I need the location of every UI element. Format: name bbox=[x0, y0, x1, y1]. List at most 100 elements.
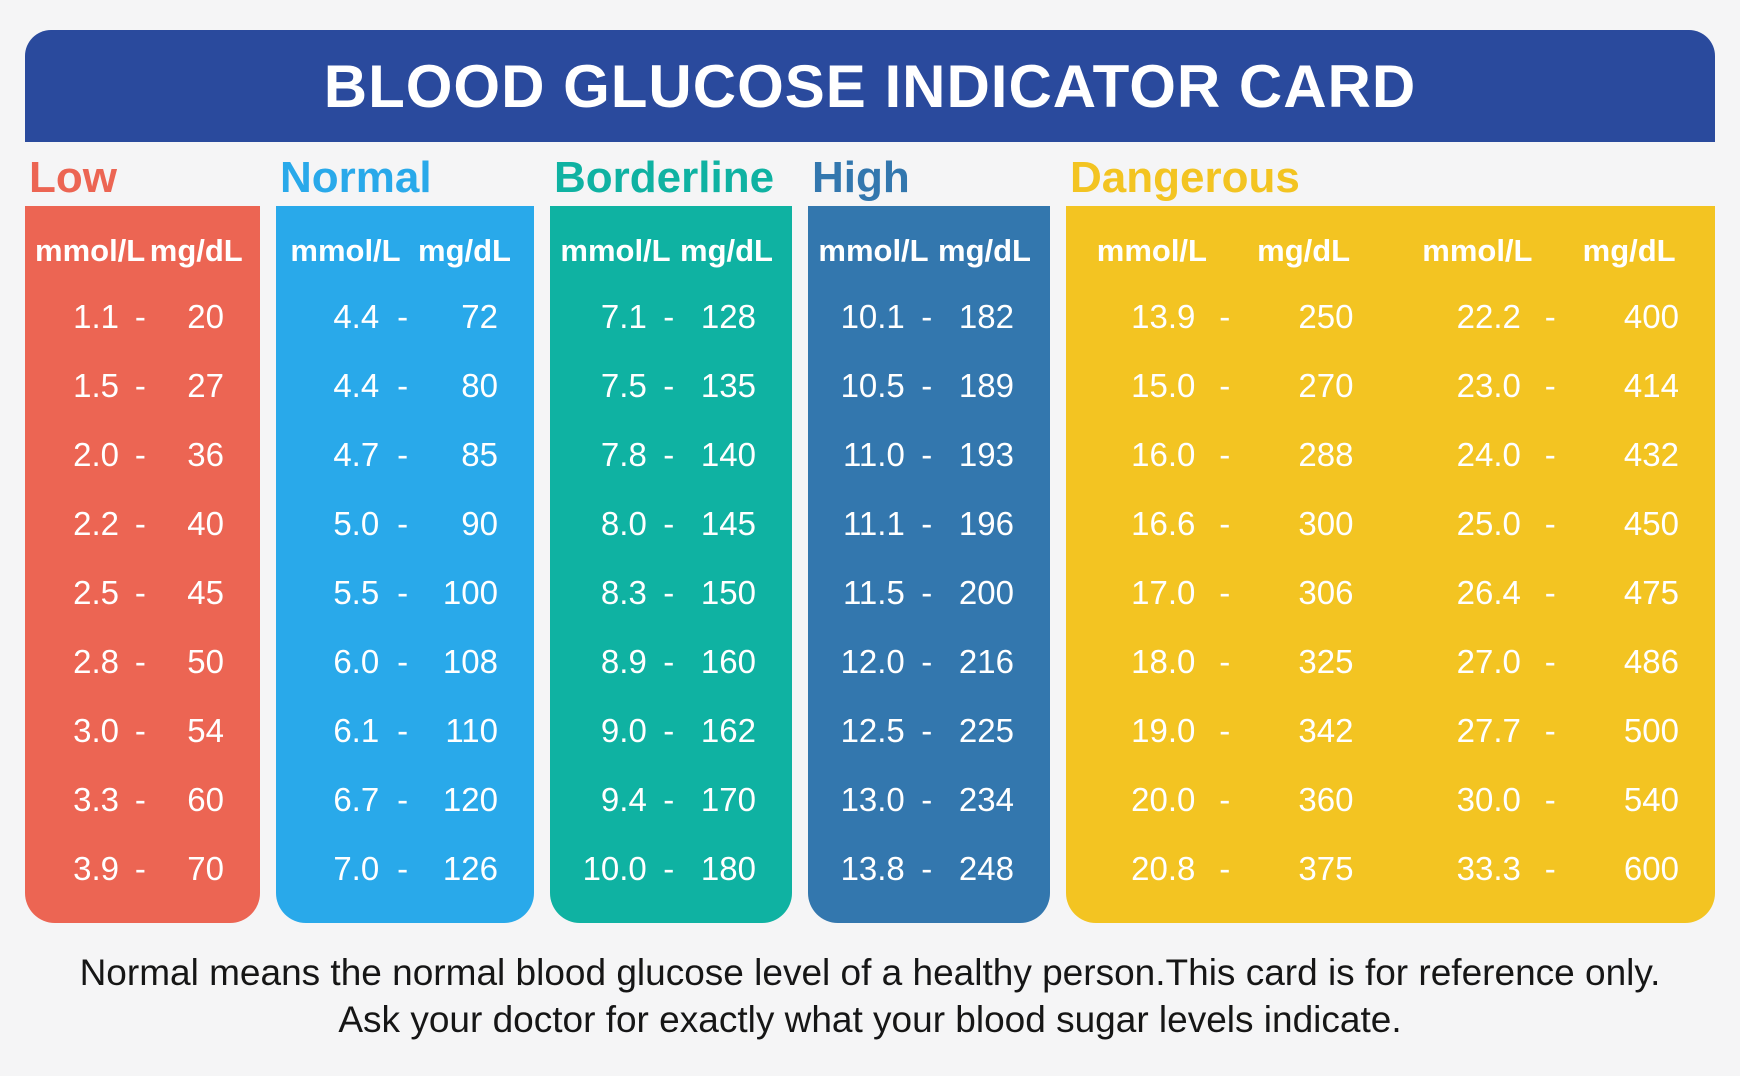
unit-header-row: mmol/L mg/dL bbox=[560, 220, 782, 282]
mg-value: 360 bbox=[1298, 780, 1354, 818]
range-dash: - bbox=[921, 849, 933, 887]
table-row: 11.0-193 bbox=[818, 420, 1040, 489]
range-dash: - bbox=[1219, 849, 1231, 887]
mg-value: 50 bbox=[187, 642, 224, 680]
table-row: 20.0- 360 bbox=[1076, 765, 1380, 834]
table-row: 5.0- 90 bbox=[286, 489, 524, 558]
range-dash: - bbox=[663, 297, 675, 335]
mg-value: 108 bbox=[442, 642, 498, 680]
mg-value: 182 bbox=[958, 297, 1014, 335]
mmol-value: 3.9 bbox=[73, 849, 119, 887]
range-dash: - bbox=[663, 849, 675, 887]
range-dash: - bbox=[1544, 711, 1556, 749]
unit-header-row: mmol/L mg/dL bbox=[1402, 220, 1706, 282]
range-dash: - bbox=[663, 366, 675, 404]
unit-table-dangerous-1: mmol/L mg/dL 22.2-400 23.0-414 24.0-432 25.0-… bbox=[1402, 220, 1706, 923]
table-row: 13.9- 250 bbox=[1076, 282, 1380, 351]
unit-header-mmol: mmol/L bbox=[560, 233, 671, 268]
mg-value: 120 bbox=[442, 780, 498, 818]
table-row: 17.0- 306 bbox=[1076, 558, 1380, 627]
unit-header-mmol: mmol/L bbox=[818, 233, 929, 268]
mg-value: 60 bbox=[187, 780, 224, 818]
table-row: 12.0-216 bbox=[818, 627, 1040, 696]
range-dash: - bbox=[397, 711, 409, 749]
mmol-value: 24.0 bbox=[1456, 435, 1521, 473]
range-dash: - bbox=[1219, 711, 1231, 749]
table-row: 11.5-200 bbox=[818, 558, 1040, 627]
table-row: 2.5- 45 bbox=[35, 558, 250, 627]
unit-header-mg: mg/dL bbox=[418, 233, 511, 268]
mmol-value: 4.4 bbox=[333, 297, 380, 335]
mg-value: 80 bbox=[461, 366, 498, 404]
table-row: 25.0- 450 bbox=[1402, 489, 1706, 558]
unit-table-borderline-0: mmol/L mg/dL 7.1-128 7.5-135 7.8-140 8.0-145 8… bbox=[560, 220, 782, 923]
range-dash: - bbox=[134, 573, 146, 611]
mmol-value: 7.5 bbox=[600, 366, 647, 404]
mg-value: 475 bbox=[1623, 573, 1679, 611]
range-dash: - bbox=[1219, 435, 1231, 473]
table-row: 1.1- 20 bbox=[35, 282, 250, 351]
unit-table-low-0: mmol/L mg/dL 1.1-20 1.5-27 2.0-36 2.2-40 2.5-4… bbox=[35, 220, 250, 923]
mmol-value: 1.1 bbox=[73, 297, 119, 335]
mg-value: 126 bbox=[442, 849, 498, 887]
range-dash: - bbox=[921, 711, 933, 749]
unit-header-row: mmol/L mg/dL bbox=[35, 220, 250, 282]
table-row: 13.0-234 bbox=[818, 765, 1040, 834]
mmol-value: 2.2 bbox=[73, 504, 119, 542]
mmol-value: 2.0 bbox=[73, 435, 119, 473]
mg-value: 300 bbox=[1298, 504, 1354, 542]
unit-header-mg: mg/dL bbox=[1582, 233, 1676, 268]
mmol-value: 27.0 bbox=[1456, 642, 1521, 680]
mg-value: 45 bbox=[187, 573, 224, 611]
page-title: BLOOD GLUCOSE INDICATOR CARD bbox=[323, 52, 1417, 120]
range-dash: - bbox=[921, 573, 933, 611]
range-dash: - bbox=[921, 504, 933, 542]
range-dash: - bbox=[1544, 849, 1556, 887]
table-row: 11.1-196 bbox=[818, 489, 1040, 558]
category-column-low: Low mmol/L mg/dL 1.1-20 1.5-27 2.0-36 2.2-40 2.… bbox=[25, 142, 260, 923]
mmol-value: 10.0 bbox=[582, 849, 647, 887]
mmol-value: 9.0 bbox=[600, 711, 647, 749]
mg-value: 250 bbox=[1298, 297, 1354, 335]
range-dash: - bbox=[1544, 297, 1556, 335]
mg-value: 342 bbox=[1298, 711, 1354, 749]
range-dash: - bbox=[1544, 504, 1556, 542]
range-dash: - bbox=[134, 780, 146, 818]
mmol-value: 26.4 bbox=[1456, 573, 1521, 611]
unit-table-normal-0: mmol/L mg/dL 4.4-72 4.4-80 4.7-85 5.0-90 5.5-1… bbox=[286, 220, 524, 923]
range-dash: - bbox=[1544, 780, 1556, 818]
table-row: 10.0-180 bbox=[560, 834, 782, 903]
mg-value: 100 bbox=[442, 573, 498, 611]
table-row: 20.8- 375 bbox=[1076, 834, 1380, 903]
range-dash: - bbox=[397, 504, 409, 542]
unit-header-mmol: mmol/L bbox=[1096, 233, 1207, 268]
range-dash: - bbox=[921, 297, 933, 335]
table-row: 3.0- 54 bbox=[35, 696, 250, 765]
mmol-value: 20.8 bbox=[1131, 849, 1196, 887]
range-dash: - bbox=[663, 780, 675, 818]
mg-value: 200 bbox=[958, 573, 1014, 611]
table-row: 16.6- 300 bbox=[1076, 489, 1380, 558]
mmol-value: 4.7 bbox=[333, 435, 380, 473]
range-dash: - bbox=[397, 435, 409, 473]
category-columns: Low mmol/L mg/dL 1.1-20 1.5-27 2.0-36 2.2-40 2.… bbox=[25, 142, 1715, 923]
table-row: 13.8-248 bbox=[818, 834, 1040, 903]
range-dash: - bbox=[663, 504, 675, 542]
range-dash: - bbox=[1219, 573, 1231, 611]
mg-value: 140 bbox=[700, 435, 756, 473]
mmol-value: 20.0 bbox=[1131, 780, 1196, 818]
category-label-low: Low bbox=[29, 153, 117, 202]
table-row: 30.0- 540 bbox=[1402, 765, 1706, 834]
mmol-value: 16.6 bbox=[1131, 504, 1196, 542]
mg-value: 162 bbox=[700, 711, 756, 749]
mmol-value: 11.0 bbox=[843, 435, 905, 473]
table-row: 27.0- 486 bbox=[1402, 627, 1706, 696]
mmol-value: 17.0 bbox=[1131, 573, 1196, 611]
unit-header-mg: mg/dL bbox=[149, 233, 243, 268]
table-row: 2.2- 40 bbox=[35, 489, 250, 558]
table-row: 27.7- 500 bbox=[1402, 696, 1706, 765]
table-row: 4.7- 85 bbox=[286, 420, 524, 489]
range-dash: - bbox=[134, 849, 146, 887]
table-row: 7.0-126 bbox=[286, 834, 524, 903]
mg-value: 160 bbox=[700, 642, 756, 680]
